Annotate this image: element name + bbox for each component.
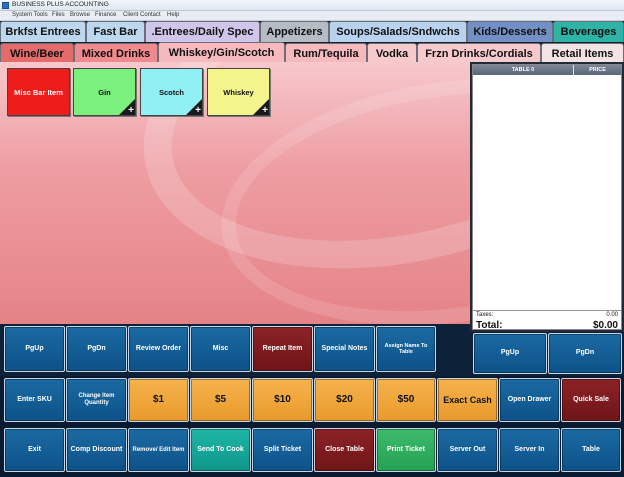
table-button[interactable]: Table [561,428,621,472]
misc-button[interactable]: Misc [190,326,251,372]
tab-label: Retail Items [551,47,614,60]
plus-icon: + [195,105,201,116]
exit-button[interactable]: Exit [4,428,65,472]
tab-brkfst-entrees[interactable]: Brkfst Entrees [0,21,86,42]
bottom-keypad: Enter SKU Change Item Quantity $1 $5 $10… [0,376,624,477]
taxes-value: 0.00 [606,312,618,318]
cash-10-button[interactable]: $10 [252,378,313,422]
quick-sale-button[interactable]: Quick Sale [561,378,621,422]
receipt-col-table: TABLE 0 [511,67,535,73]
menu-help[interactable]: Help [167,12,180,18]
repeat-item-button[interactable]: Repeat Item [252,326,313,372]
cash-20-button[interactable]: $20 [314,378,375,422]
tab-label: Vodka [375,47,409,60]
remove-edit-item-button[interactable]: Remove/ Edit Item [128,428,189,472]
tab-label: Mixed Drinks [81,47,151,60]
pgdn-button[interactable]: PgDn [66,326,127,372]
tab-retail-items[interactable]: Retail Items [541,43,624,63]
item-scotch[interactable]: Scotch + [140,68,203,116]
plus-icon: + [128,105,134,116]
item-gin[interactable]: Gin + [73,68,136,116]
receipt-list[interactable]: TABLE 0 PRICE Taxes: 0.00 Total: $0.00 [472,64,622,331]
tab-rum-tequila[interactable]: Rum/Tequila [285,43,367,63]
divider [473,310,621,311]
menu-files[interactable]: Files [52,12,65,18]
tab-label: Beverages [560,26,617,38]
plus-icon: + [262,105,268,116]
tab-label: Whiskey/Gin/Scotch [168,47,275,59]
receipt-pgup-button[interactable]: PgUp [473,333,547,374]
server-in-button[interactable]: Server In [499,428,560,472]
category-tabs-row1: Brkfst Entrees Fast Bar .Entrees/Daily S… [0,21,624,42]
tab-whiskey-gin-scotch[interactable]: Whiskey/Gin/Scotch [158,42,285,63]
receipt-pgdn-button[interactable]: PgDn [548,333,622,374]
item-grid-area: Misc Bar Item Gin + Scotch + Whiskey + [0,62,470,324]
tab-soups-salads-sndwchs[interactable]: Soups/Salads/Sndwchs [329,21,467,42]
item-label: Whiskey [223,87,254,97]
item-label: Gin [98,87,111,97]
assign-name-to-table-button[interactable]: Assign Name To Table [376,326,436,372]
tab-label: Kids/Desserts [473,26,547,38]
cash-1-button[interactable]: $1 [128,378,189,422]
column-divider [573,65,574,75]
menu-finance[interactable]: Finance [95,12,117,18]
receipt-panel: TABLE 0 PRICE Taxes: 0.00 Total: $0.00 [470,62,624,332]
category-tabs-row2: Wine/Beer Mixed Drinks Whiskey/Gin/Scotc… [0,42,624,63]
special-notes-button[interactable]: Special Notes [314,326,375,372]
receipt-pager: PgUp PgDn [470,332,624,376]
comp-discount-button[interactable]: Comp Discount [66,428,127,472]
item-label: Scotch [158,87,184,97]
open-drawer-button[interactable]: Open Drawer [499,378,560,422]
tab-beverages[interactable]: Beverages [553,21,624,42]
cash-5-button[interactable]: $5 [190,378,251,422]
tab-vodka[interactable]: Vodka [367,43,417,63]
item-label: Misc Bar Item [14,87,63,97]
exact-cash-button[interactable]: Exact Cash [437,378,498,422]
tab-label: Appetizers [266,26,323,38]
tab-label: .Entrees/Daily Spec [151,26,254,38]
tab-label: Brkfst Entrees [5,26,81,38]
window-title: BUSINESS PLUS ACCOUNTING [12,1,109,8]
app-icon [2,2,9,9]
tab-fast-bar[interactable]: Fast Bar [86,21,145,42]
submenu-corner [119,99,135,115]
tab-kids-desserts[interactable]: Kids/Desserts [467,21,553,42]
pgup-button[interactable]: PgUp [4,326,65,372]
enter-sku-button[interactable]: Enter SKU [4,378,65,422]
item-misc-bar-item[interactable]: Misc Bar Item [7,68,70,116]
split-ticket-button[interactable]: Split Ticket [252,428,313,472]
window-titlebar: BUSINESS PLUS ACCOUNTING [0,0,624,11]
tab-appetizers[interactable]: Appetizers [260,21,329,42]
action-bar: PgUp PgDn Review Order Misc Repeat Item … [0,324,470,376]
review-order-button[interactable]: Review Order [128,326,189,372]
close-table-button[interactable]: Close Table [314,428,375,472]
receipt-col-price: PRICE [589,67,606,73]
receipt-header: TABLE 0 PRICE [473,65,621,75]
menu-bar: System Tools Files Browse Finance Client… [0,11,624,21]
tab-wine-beer[interactable]: Wine/Beer [0,43,74,63]
menu-browse[interactable]: Browse [70,12,91,18]
cash-50-button[interactable]: $50 [376,378,436,422]
taxes-label: Taxes: [476,312,494,318]
menu-system-tools[interactable]: System Tools [12,12,48,18]
server-out-button[interactable]: Server Out [437,428,498,472]
tab-mixed-drinks[interactable]: Mixed Drinks [74,43,158,63]
tab-frzn-drinks-cordials[interactable]: Frzn Drinks/Cordials [417,43,541,63]
send-to-cook-button[interactable]: Send To Cook [190,428,251,472]
tab-label: Rum/Tequila [293,47,359,60]
tab-label: Wine/Beer [10,47,64,60]
total-label: Total: [476,320,503,331]
tab-label: Frzn Drinks/Cordials [425,47,533,60]
tab-entrees-daily-spec[interactable]: .Entrees/Daily Spec [145,21,260,42]
tab-label: Fast Bar [93,26,138,38]
submenu-corner [186,99,202,115]
submenu-corner [253,99,269,115]
change-item-quantity-button[interactable]: Change Item Quantity [66,378,127,422]
item-whiskey[interactable]: Whiskey + [207,68,270,116]
tab-label: Soups/Salads/Sndwchs [336,26,460,38]
total-value: $0.00 [592,320,618,331]
menu-client-contact[interactable]: Client Contact [123,12,161,18]
print-ticket-button[interactable]: Print Ticket [376,428,436,472]
